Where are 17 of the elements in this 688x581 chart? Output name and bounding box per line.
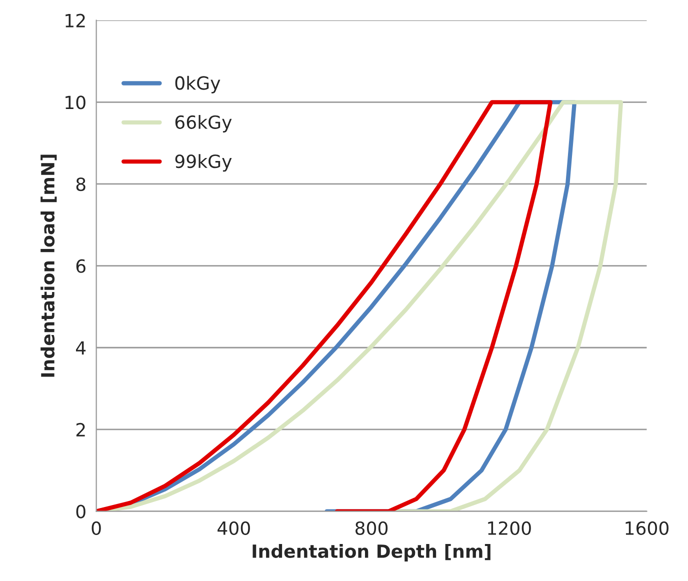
legend-label: 66kGy (175, 115, 232, 132)
x-tick-label: 0 (92, 521, 101, 535)
y-tick-label: 4 (76, 341, 86, 354)
y-tick-label: 12 (66, 14, 85, 28)
y-tick-label: 8 (76, 177, 86, 192)
y-tick-label: 0 (76, 504, 86, 518)
y-tick-label: 6 (76, 259, 86, 273)
y-axis-title: Indentation load [mN] (40, 154, 57, 377)
x-tick-label: 1200 (488, 521, 531, 535)
legend-label: 99kGy (175, 154, 232, 172)
x-tick-label: 400 (218, 521, 250, 535)
legend-label: 0kGy (175, 76, 220, 94)
y-tick-label: 2 (76, 422, 85, 436)
y-tick-label: 10 (66, 96, 86, 110)
x-tick-label: 800 (356, 521, 388, 535)
x-axis-title: Indentation Depth [nm] (252, 544, 490, 562)
x-tick-label: 1600 (626, 521, 668, 535)
